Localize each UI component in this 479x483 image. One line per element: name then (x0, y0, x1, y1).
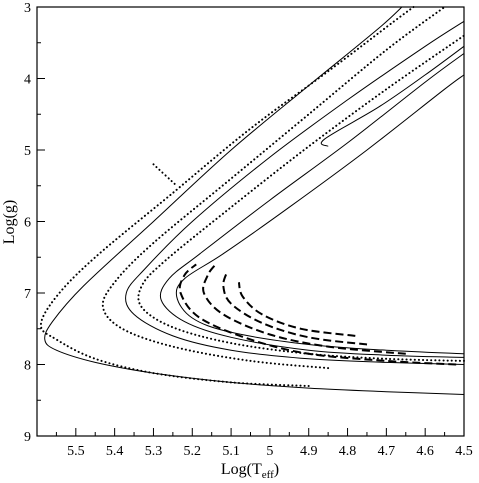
x-axis-label-subscript: eff (262, 469, 274, 481)
y-tick-label-4: 6 (24, 216, 31, 231)
x-tick-label-4: 5.2 (184, 444, 202, 459)
series-line-dashed-9 (178, 263, 457, 366)
y-tick-label-1: 3 (24, 1, 31, 16)
x-tick-label-1: 5.5 (67, 444, 85, 459)
x-tick-label-8: 4.8 (339, 444, 357, 459)
series-line-solid-6 (159, 53, 465, 358)
x-tick-label-6: 5 (266, 444, 273, 459)
y-tick-label-3: 5 (24, 144, 31, 159)
y-axis-label: Log(g) (1, 200, 18, 244)
y-axis-ticks: 3 4 5 6 7 8 9 (24, 1, 45, 445)
x-axis-label-main: Log(T (221, 461, 262, 478)
y-tick-label-7: 9 (24, 430, 31, 445)
series-line-solid-2 (44, 6, 465, 395)
y-tick-label-2: 4 (24, 73, 31, 88)
x-tick-label-10: 4.6 (416, 444, 434, 459)
series-line-dotted-13 (152, 163, 178, 187)
x-axis-label-close: ) (274, 461, 279, 478)
series-line-dashed-10 (202, 263, 406, 355)
series-line-solid-8 (320, 45, 465, 147)
series-line-solid-4 (125, 20, 465, 365)
series-line-dotted-3 (101, 6, 446, 370)
x-tick-label-7: 4.9 (300, 444, 318, 459)
y-tick-label-6: 8 (24, 359, 31, 374)
x-tick-label-9: 4.7 (378, 444, 396, 459)
x-tick-label-11: 4.5 (455, 444, 473, 459)
x-tick-label-3: 5.3 (145, 444, 163, 459)
x-tick-label-2: 5.4 (106, 444, 124, 459)
x-tick-label-5: 5.1 (222, 444, 240, 459)
y-tick-label-5: 7 (24, 287, 31, 302)
series-layer (39, 6, 465, 395)
plot-frame (36, 6, 465, 437)
series-line-dotted-5 (137, 34, 465, 362)
x-axis-label: Log(Teff) (221, 461, 279, 481)
series-line-dashed-12 (237, 282, 356, 337)
x-axis-ticks: 5.5 5.4 5.3 5.2 5.1 5 4.9 4.8 4.7 4.6 4.5 (55, 428, 473, 459)
series-line-dotted-1 (39, 6, 415, 387)
series-line-dashed-11 (222, 271, 368, 346)
